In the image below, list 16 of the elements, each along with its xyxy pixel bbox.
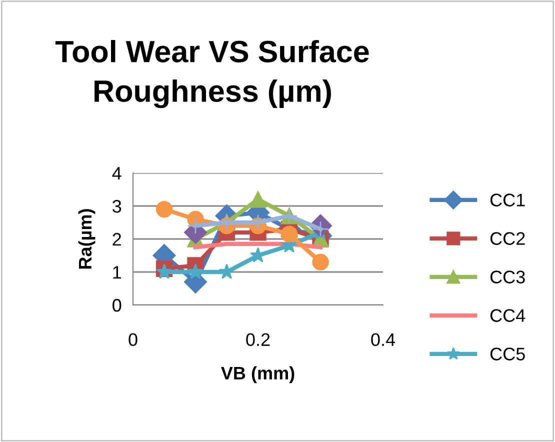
x-tick-label: 0.2 [246,333,270,346]
x-axis-title: VB (mm) [221,366,294,384]
chart-title: Tool Wear VS Surface Roughness (µm) [55,40,369,108]
y-tick-label: 2 [112,232,121,246]
x-tick-label: 0.4 [371,333,396,346]
legend-label: CC4 [490,309,526,322]
y-tick-label: 3 [112,200,122,213]
legend-label: CC1 [490,194,525,206]
y-tick-label: 4 [112,167,122,180]
legend-label: CC5 [490,348,525,360]
legend-label: CC3 [490,270,525,284]
y-tick-label: 1 [113,266,122,279]
y-tick-label: 0 [112,298,122,312]
x-tick-label: 0 [128,333,138,346]
legend-label: CC2 [490,232,525,245]
y-axis-title: Ra(µm) [78,209,96,269]
